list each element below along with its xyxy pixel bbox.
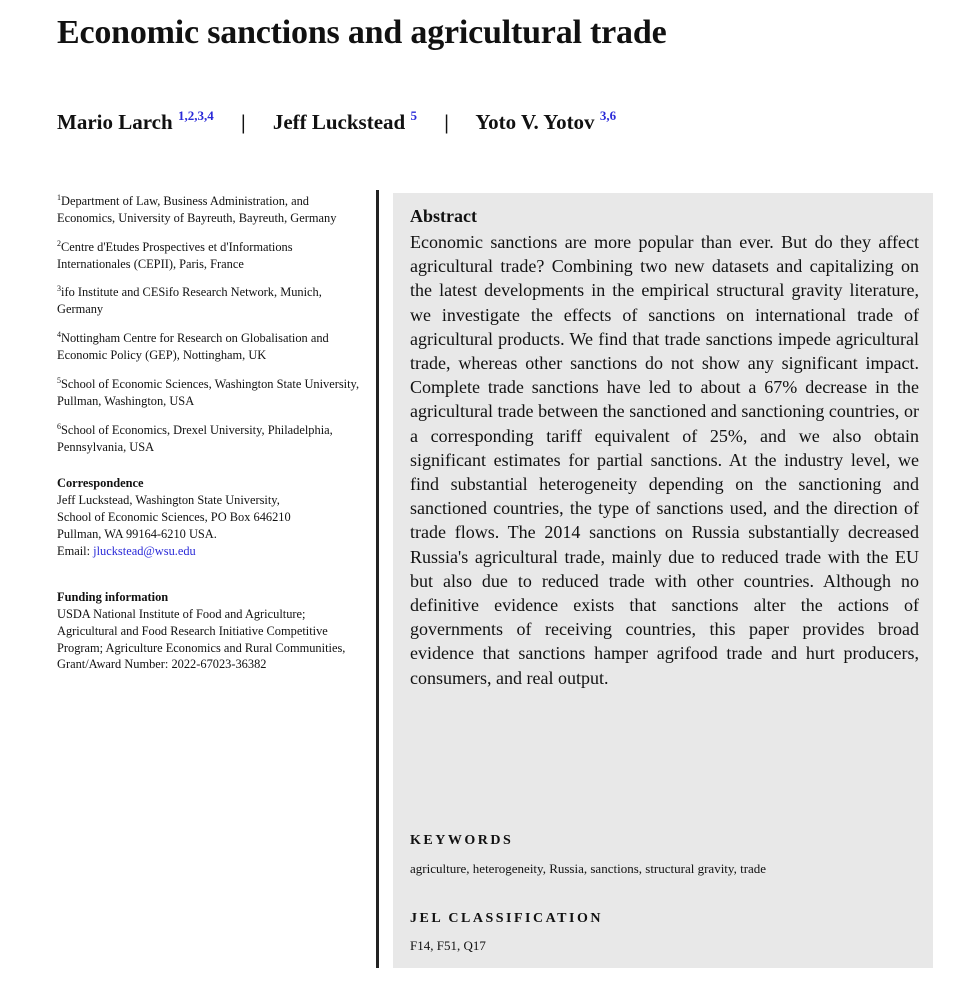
author-name: Jeff Luckstead [272, 110, 406, 134]
keywords-heading: KEYWORDS [410, 833, 514, 848]
affiliation-number: 2 [57, 238, 61, 248]
abstract-heading: Abstract [410, 206, 477, 226]
affiliation-text: Centre d'Etudes Prospectives et d'Inform… [57, 239, 293, 271]
affiliation: 5School of Economic Sciences, Washington… [57, 373, 367, 410]
correspondence-line: Pullman, WA 99164-6210 USA. [57, 526, 217, 541]
correspondence-line: Jeff Luckstead, Washington State Univers… [57, 493, 280, 508]
author-affiliation-ref[interactable]: 1,2,3,4 [177, 108, 214, 123]
affiliation-number: 4 [57, 330, 61, 340]
affiliation: 4Nottingham Centre for Research on Globa… [57, 327, 367, 364]
affiliation-number: 5 [57, 375, 61, 385]
column-divider [376, 190, 379, 968]
author-name: Mario Larch [57, 110, 173, 134]
abstract-text: Economic sanctions are more popular than… [410, 232, 919, 688]
affiliation-number: 3 [57, 284, 61, 294]
author-separator: | [240, 110, 246, 134]
affiliation: 3ifo Institute and CESifo Research Netwo… [57, 281, 367, 318]
keywords-text: agriculture, heterogeneity, Russia, sanc… [410, 861, 767, 876]
affiliation-number: 6 [57, 421, 61, 431]
jel-heading: JEL CLASSIFICATION [410, 911, 603, 926]
author-list: Mario Larch 1,2,3,4 | Jeff Luckstead 5 |… [57, 108, 616, 135]
correspondence-heading: Correspondence [57, 476, 144, 491]
author-affiliation-ref[interactable]: 5 [410, 108, 417, 123]
correspondence-section: Correspondence Jeff Luckstead, Washingto… [57, 475, 367, 559]
author-separator: | [444, 110, 449, 134]
jel-codes: F14, F51, Q17 [410, 938, 486, 953]
affiliation: 2Centre d'Etudes Prospectives et d'Infor… [57, 236, 367, 273]
correspondence-line: School of Economic Sciences, PO Box 6462… [57, 509, 291, 524]
paper-title: Economic sanctions and agricultural trad… [57, 14, 667, 51]
affiliation-text: School of Economics, Drexel University, … [57, 422, 333, 454]
email-label: Email: [57, 543, 91, 558]
author-name: Yoto V. Yotov [475, 110, 595, 134]
affiliation-text: ifo Institute and CESifo Research Networ… [57, 285, 322, 317]
affiliation: 6School of Economics, Drexel University,… [57, 419, 367, 456]
affiliation-text: School of Economic Sciences, Washington … [57, 377, 360, 408]
email-line: Email: jluckstead@wsu.edu [57, 543, 367, 560]
abstract-box: Abstract Economic sanctions are more pop… [393, 193, 933, 968]
author-affiliation-ref[interactable]: 3,6 [599, 108, 617, 123]
affiliation-number: 1 [57, 193, 61, 202]
funding-section: Funding information USDA National Instit… [57, 589, 367, 673]
side-column: 1Department of Law, Business Administrat… [57, 190, 367, 673]
affiliation-text: Nottingham Centre for Research on Global… [57, 331, 329, 363]
affiliation: 1Department of Law, Business Administrat… [57, 190, 367, 227]
affiliation-text: Department of Law, Business Administrati… [57, 194, 337, 225]
funding-text: USDA National Institute of Food and Agri… [57, 607, 346, 672]
funding-heading: Funding information [57, 590, 169, 605]
email-link[interactable]: jluckstead@wsu.edu [93, 543, 196, 558]
